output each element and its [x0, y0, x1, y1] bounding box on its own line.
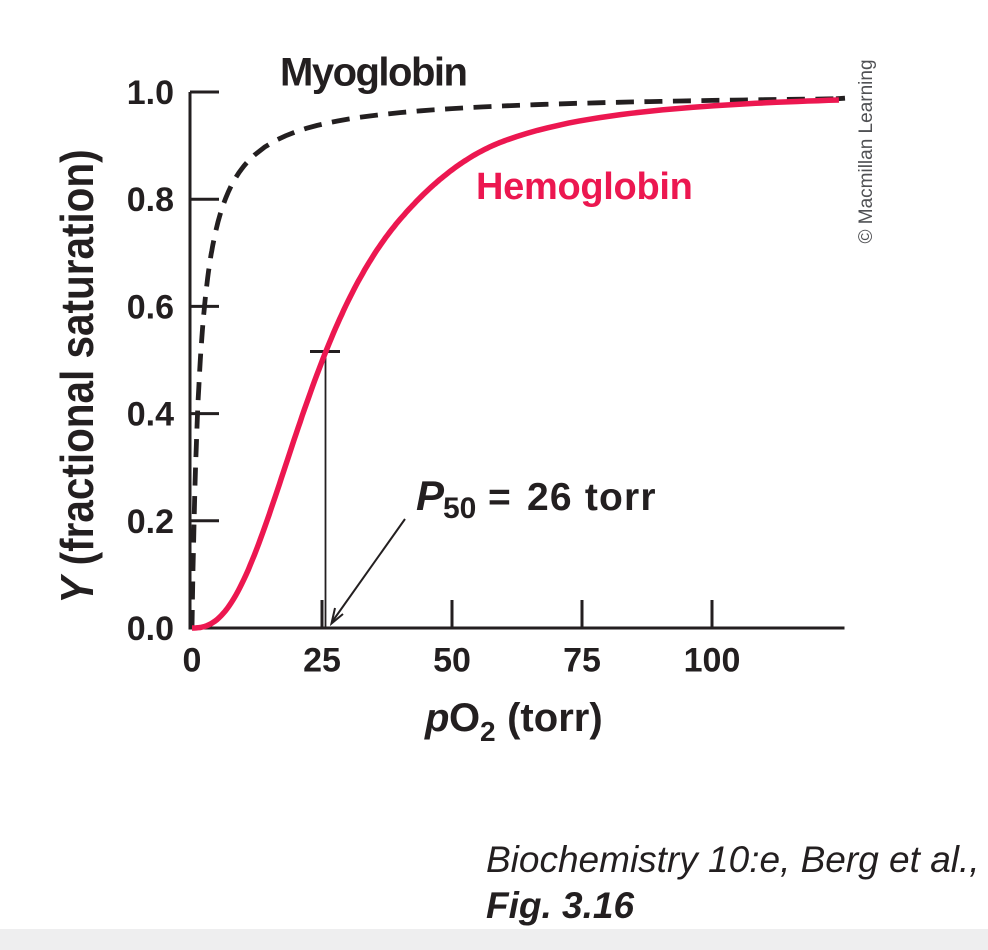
svg-text:p: p [424, 696, 449, 740]
svg-text:75: 75 [563, 642, 601, 680]
svg-text:Myoglobin: Myoglobin [280, 51, 466, 95]
svg-text:Y (fractional saturation): Y (fractional saturation) [53, 149, 104, 603]
svg-text:1.0: 1.0 [127, 74, 174, 112]
svg-text:100: 100 [684, 642, 741, 680]
svg-text:0.2: 0.2 [127, 503, 174, 541]
svg-text:0.4: 0.4 [127, 396, 174, 434]
svg-text:(torr): (torr) [496, 696, 603, 740]
svg-text:Hemoglobin: Hemoglobin [476, 166, 693, 208]
svg-text:=: = [488, 476, 511, 519]
svg-text:25: 25 [303, 642, 341, 680]
svg-text:P: P [416, 472, 445, 519]
svg-text:26 torr: 26 torr [527, 476, 657, 519]
svg-text:50: 50 [443, 492, 476, 525]
svg-text:2: 2 [480, 716, 496, 747]
svg-text:Biochemistry 10:e, Berg et al.: Biochemistry 10:e, Berg et al., [486, 839, 980, 880]
svg-text:0.0: 0.0 [127, 610, 174, 648]
svg-text:0.6: 0.6 [127, 288, 174, 326]
svg-text:0.8: 0.8 [127, 181, 174, 219]
svg-text:© Macmillan Learning: © Macmillan Learning [856, 59, 877, 243]
svg-text:0: 0 [183, 642, 202, 680]
svg-text:O: O [449, 696, 480, 740]
svg-text:50: 50 [433, 642, 471, 680]
svg-text:Fig. 3.16: Fig. 3.16 [486, 885, 634, 926]
